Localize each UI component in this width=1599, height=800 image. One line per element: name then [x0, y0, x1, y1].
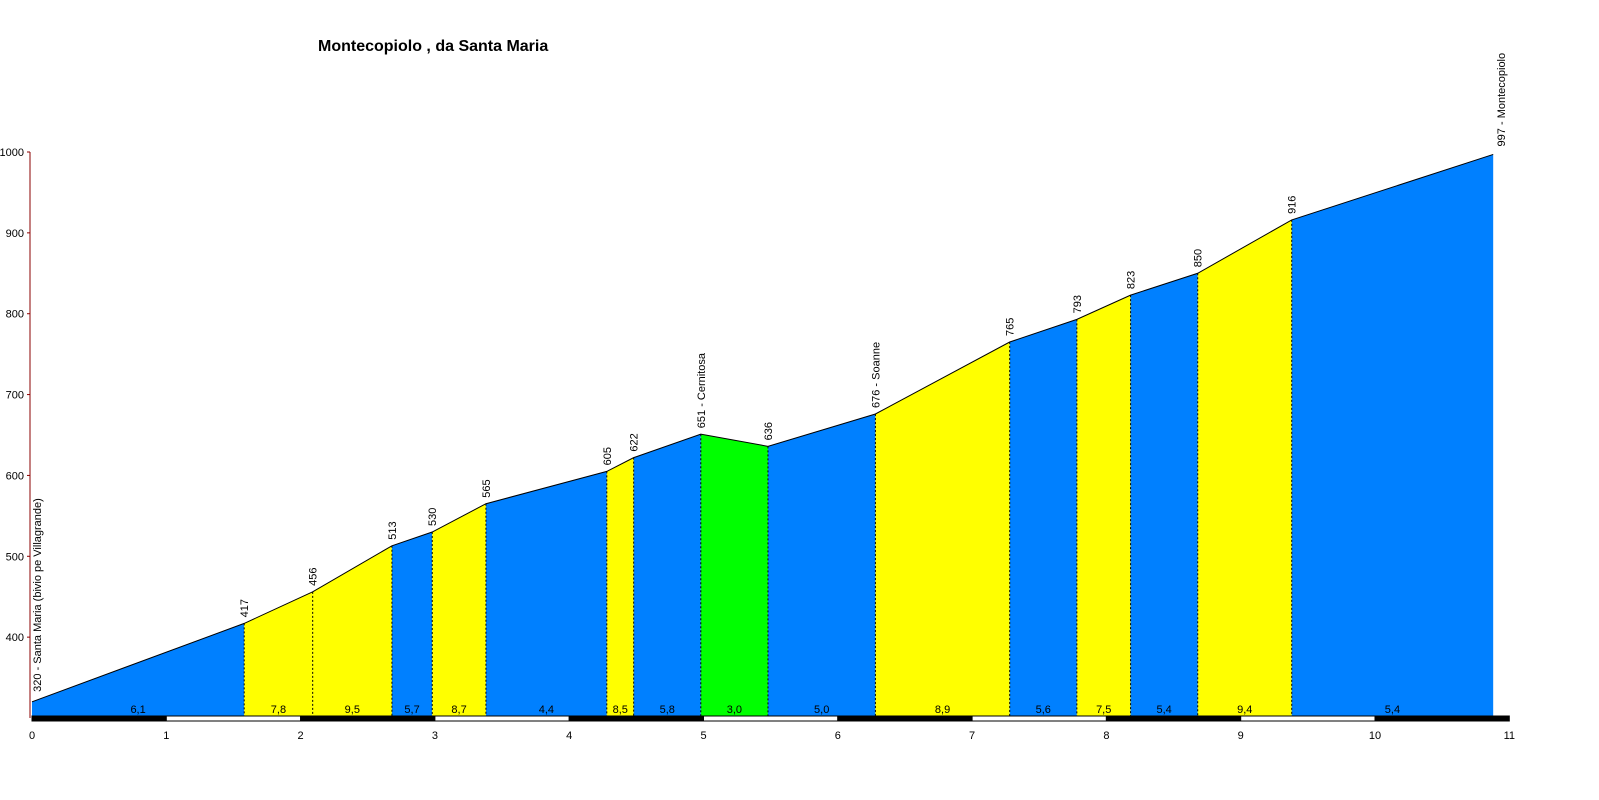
point-label: 636	[763, 422, 775, 440]
profile-line	[31, 153, 1494, 703]
y-axis: 400 500 600 700 800 900 1000	[0, 147, 31, 718]
segment-area	[1197, 219, 1292, 719]
point-label: 823	[1126, 271, 1138, 289]
point-label: 793	[1072, 295, 1084, 313]
point-label: 456	[308, 568, 320, 586]
point-label: 513	[387, 521, 399, 539]
point-label: 765	[1005, 318, 1017, 336]
segment-area	[391, 532, 433, 718]
x-tick-label: 11	[1504, 730, 1515, 742]
gradient-label: 7,5	[1096, 704, 1111, 716]
segment-area	[1130, 273, 1198, 718]
x-axis: 0 1 2 3 4 5 6 7 8 9 10 11	[29, 730, 1515, 742]
segment-dividers	[243, 219, 1293, 718]
gradient-label: 9,5	[345, 704, 360, 716]
point-label: 651 - Cernitosa	[696, 352, 708, 428]
gradient-label: 5,4	[1385, 704, 1400, 716]
distance-band	[1374, 715, 1510, 722]
x-tick-label: 8	[1103, 730, 1109, 742]
segment-area	[606, 457, 634, 718]
y-tick-label: 900	[6, 228, 24, 240]
point-label: 605	[602, 447, 614, 465]
x-tick-label: 5	[700, 730, 706, 742]
gradient-label: 8,9	[935, 704, 950, 716]
segment-area	[312, 545, 392, 718]
point-label: 997 - Montecopiolo	[1496, 53, 1508, 147]
point-label: 320 - Santa Maria (bivio pe Villagrande)	[32, 498, 44, 692]
segment-area	[485, 471, 607, 718]
distance-band	[434, 715, 570, 722]
segment-area	[875, 342, 1010, 718]
gradient-label: 5,0	[814, 704, 829, 716]
segment-area	[767, 413, 876, 718]
segment-area	[633, 434, 701, 718]
segment-area	[32, 623, 245, 718]
gradient-label: 7,8	[271, 704, 286, 716]
y-tick-label: 500	[6, 551, 24, 563]
point-label: 676 - Soanne	[870, 342, 882, 408]
gradient-label: 5,8	[660, 704, 675, 716]
y-tick-label: 600	[6, 470, 24, 482]
y-tick-label: 800	[6, 309, 24, 321]
x-tick-label: 2	[298, 730, 304, 742]
segment-area	[1291, 154, 1494, 718]
point-label: 850	[1193, 249, 1205, 267]
x-tick-label: 9	[1238, 730, 1244, 742]
distance-band	[300, 715, 436, 722]
point-labels: 320 - Santa Maria (bivio pe Villagrande)…	[32, 53, 1508, 692]
distance-band	[1105, 715, 1242, 722]
gradient-label: 9,4	[1237, 704, 1252, 716]
distance-band	[971, 715, 1107, 722]
distance-band	[837, 715, 973, 722]
segment-area	[1009, 319, 1077, 718]
gradient-label: 8,5	[613, 704, 628, 716]
point-label: 622	[629, 433, 641, 451]
gradient-label: 5,4	[1157, 704, 1172, 716]
distance-bar	[31, 715, 1510, 722]
point-label: 565	[481, 479, 493, 497]
distance-band	[703, 715, 839, 722]
distance-band	[1240, 715, 1376, 722]
point-label: 916	[1287, 196, 1299, 214]
segment-area	[244, 591, 313, 718]
gradient-label: 8,7	[451, 704, 466, 716]
gradient-labels: 6,1 7,8 9,5 5,7 8,7 4,4 8,5 5,8 3,0 5,0 8,9 5,6 7,5 5…	[130, 704, 1400, 716]
segment-areas	[32, 154, 1494, 719]
gradient-label: 5,6	[1036, 704, 1051, 716]
gradient-label: 5,7	[404, 704, 419, 716]
chart-title: Montecopiolo , da Santa Maria	[318, 38, 549, 55]
profile-polyline	[31, 153, 1494, 703]
x-tick-label: 6	[835, 730, 841, 742]
gradient-label: 4,4	[539, 704, 554, 716]
y-tick-label: 400	[6, 632, 24, 644]
y-tick-label: 1000	[0, 147, 24, 159]
distance-band	[568, 715, 705, 722]
distance-band	[165, 715, 302, 722]
point-label: 530	[427, 508, 439, 526]
x-tick-label: 7	[969, 730, 975, 742]
point-label: 417	[239, 599, 251, 617]
distance-band	[31, 715, 167, 722]
y-tick-label: 700	[6, 390, 24, 402]
segment-area	[700, 434, 768, 718]
x-tick-label: 0	[29, 730, 35, 742]
x-tick-label: 4	[566, 730, 572, 742]
x-tick-label: 3	[432, 730, 438, 742]
segment-area	[432, 503, 486, 718]
gradient-label: 6,1	[130, 704, 145, 716]
x-tick-label: 10	[1369, 730, 1381, 742]
gradient-label: 3,0	[727, 704, 742, 716]
segment-area	[1076, 295, 1131, 718]
x-tick-label: 1	[163, 730, 169, 742]
